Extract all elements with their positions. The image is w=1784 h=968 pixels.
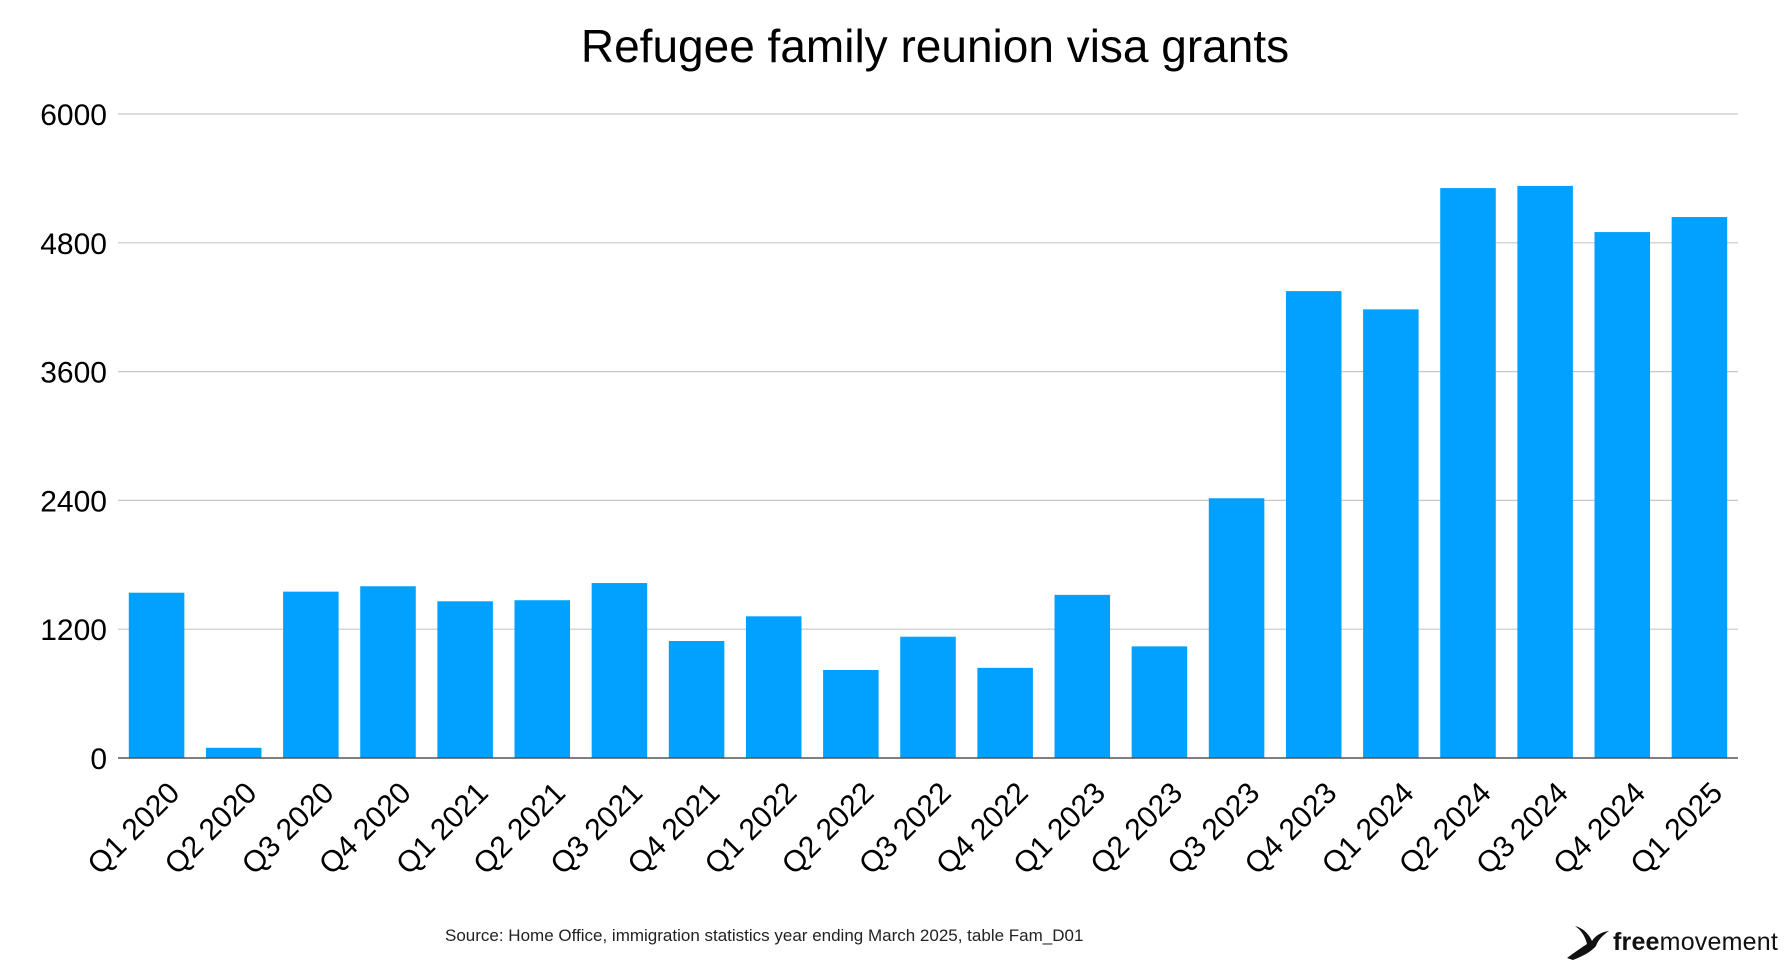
bar [360, 586, 416, 758]
bars [128, 185, 1728, 759]
logo-movement: movement [1659, 927, 1778, 956]
bar [205, 747, 262, 758]
bar [668, 641, 725, 758]
bar [128, 592, 185, 758]
source-note: Source: Home Office, immigration statist… [445, 926, 1084, 945]
bar [1440, 188, 1496, 758]
bar [1363, 309, 1419, 758]
bar [1131, 646, 1188, 758]
bar [514, 600, 571, 758]
bar [823, 669, 879, 758]
bird-icon [1567, 926, 1609, 960]
bar [283, 591, 339, 758]
bar [745, 616, 802, 758]
bar [1054, 594, 1111, 758]
bar [1208, 498, 1265, 758]
bar [1285, 291, 1342, 758]
chart-title: Refugee family reunion visa grants [581, 20, 1289, 72]
y-tick-label: 3600 [40, 357, 107, 390]
logo-wordmark: freemovement [1613, 928, 1778, 957]
bar [437, 601, 493, 758]
y-tick-label: 0 [90, 743, 107, 776]
logo-free: free [1613, 927, 1660, 956]
bar [1671, 217, 1728, 759]
y-tick-label: 1200 [40, 614, 107, 647]
y-tick-label: 6000 [40, 99, 107, 132]
y-tick-label: 2400 [40, 485, 107, 518]
freemovement-logo: freemovement [1565, 922, 1778, 962]
y-tick-label: 4800 [40, 228, 107, 261]
bar [1594, 232, 1651, 759]
bar [900, 636, 956, 758]
bar [1517, 185, 1573, 758]
bar [591, 583, 648, 758]
bar [977, 667, 1033, 758]
